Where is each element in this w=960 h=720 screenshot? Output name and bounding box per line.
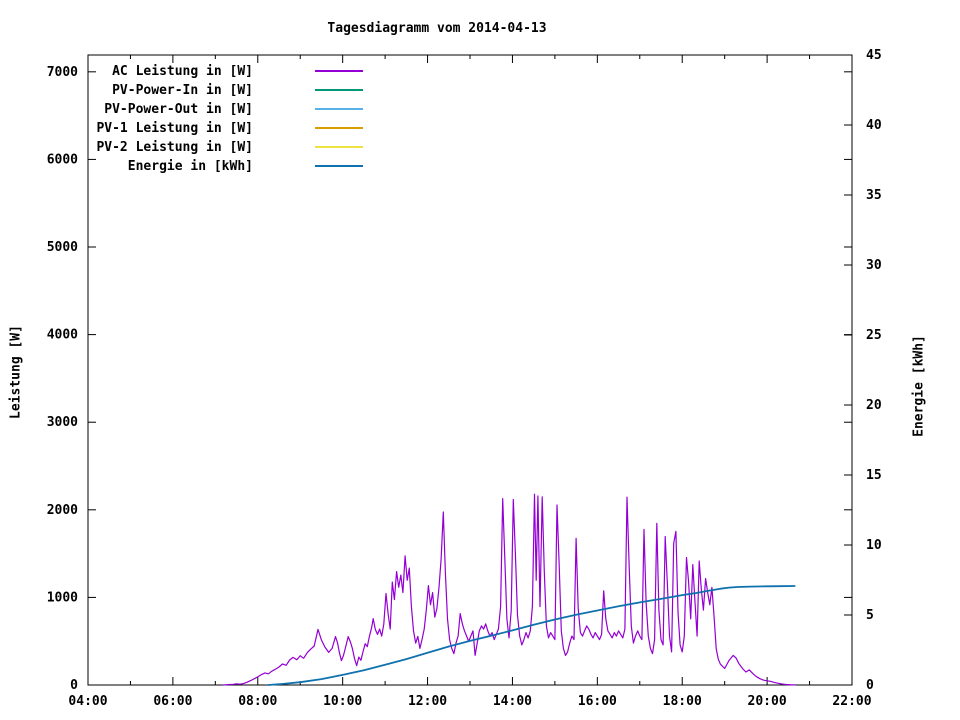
y-left-tick-label: 5000: [47, 240, 78, 255]
y-right-tick-label: 0: [866, 678, 874, 693]
chart-title: Tagesdiagramm vom 2014-04-13: [327, 21, 547, 36]
y-right-tick-label: 30: [866, 258, 882, 273]
y-right-tick-label: 15: [866, 468, 882, 483]
x-tick-label: 12:00: [408, 694, 447, 709]
x-tick-label: 14:00: [493, 694, 532, 709]
y-left-tick-label: 7000: [47, 65, 78, 80]
series-energie-in-kwh: [267, 585, 796, 686]
y-left-tick-label: 1000: [47, 590, 78, 605]
y-right-tick-label: 40: [866, 118, 882, 133]
x-tick-label: 10:00: [323, 694, 362, 709]
legend-label: AC Leistung in [W]: [112, 64, 253, 79]
y-left-tick-label: 4000: [47, 328, 78, 343]
x-tick-label: 04:00: [68, 694, 107, 709]
y-right-tick-label: 25: [866, 328, 882, 343]
legend-label: Energie in [kWh]: [128, 159, 253, 174]
y-right-tick-label: 10: [866, 538, 882, 553]
legend-label: PV-2 Leistung in [W]: [96, 140, 253, 155]
legend-label: PV-1 Leistung in [W]: [96, 121, 253, 136]
y-left-tick-label: 0: [70, 678, 78, 693]
series-ac-leistung-in-w: [222, 493, 797, 686]
x-tick-label: 18:00: [663, 694, 702, 709]
y-right-tick-label: 45: [866, 48, 882, 63]
y-right-tick-label: 35: [866, 188, 882, 203]
y-left-tick-label: 3000: [47, 415, 78, 430]
y-left-tick-label: 2000: [47, 503, 78, 518]
legend-label: PV-Power-In in [W]: [112, 83, 253, 98]
x-tick-label: 20:00: [748, 694, 787, 709]
x-tick-label: 06:00: [153, 694, 192, 709]
y-right-tick-label: 5: [866, 608, 874, 623]
legend-label: PV-Power-Out in [W]: [104, 102, 253, 117]
x-tick-label: 16:00: [578, 694, 617, 709]
x-tick-label: 08:00: [238, 694, 277, 709]
y-right-tick-label: 20: [866, 398, 882, 413]
y-left-tick-label: 6000: [47, 152, 78, 167]
x-tick-label: 22:00: [832, 694, 871, 709]
